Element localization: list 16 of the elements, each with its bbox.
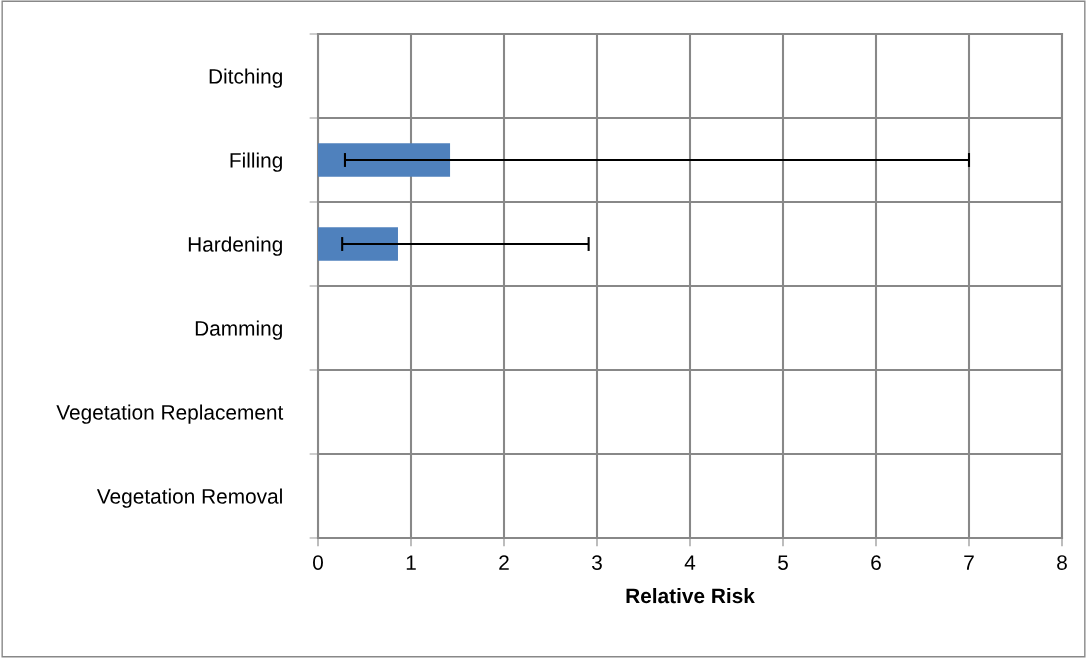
- x-tick-label: 4: [684, 555, 696, 570]
- x-tick-label: 1: [406, 555, 416, 570]
- y-tick-label: Damming: [195, 320, 282, 340]
- y-tick-label: Vegetation Replacement: [56, 404, 284, 424]
- x-tick-label: 6: [871, 555, 881, 570]
- x-tick-label: 0: [313, 555, 323, 570]
- y-tick-label: Filling: [230, 152, 282, 172]
- x-tick-label: 7: [964, 555, 974, 570]
- y-tick-label: Vegetation Removal: [96, 488, 282, 508]
- x-tick-label: 2: [499, 555, 509, 570]
- y-tick-label: Hardening: [188, 236, 282, 256]
- y-tick-label: Ditching: [209, 68, 282, 88]
- x-tick-label: 3: [592, 555, 602, 570]
- x-axis-title: Relative Risk: [626, 587, 755, 604]
- x-tick-label: 5: [778, 555, 788, 570]
- x-tick-label: 8: [1057, 555, 1067, 570]
